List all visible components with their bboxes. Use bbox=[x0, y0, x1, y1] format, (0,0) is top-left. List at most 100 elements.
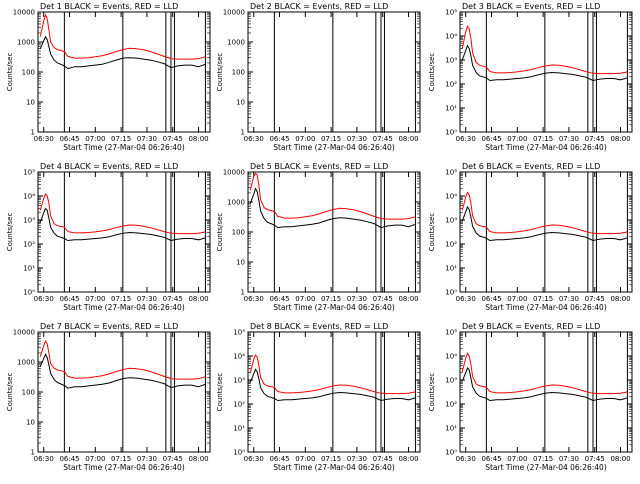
x-axis-label: Start Time (27-Mar-04 06:26:40) bbox=[485, 143, 607, 152]
x-tick-label: 07:30 bbox=[559, 295, 579, 303]
x-tick-label: 07:30 bbox=[559, 455, 579, 463]
x-axis-label: Start Time (27-Mar-04 06:26:40) bbox=[485, 463, 607, 472]
y-tick-label: 10⁵ bbox=[445, 169, 457, 177]
y-tick-label: 1000 bbox=[17, 39, 35, 47]
panel-title: Det 6 BLACK = Events, RED = LLD bbox=[462, 162, 600, 171]
x-tick-label: 08:00 bbox=[188, 295, 208, 303]
plot-frame bbox=[459, 11, 633, 133]
x-tick-label: 07:00 bbox=[507, 135, 527, 143]
x-tick-label: 08:00 bbox=[610, 295, 630, 303]
panel-title: Det 1 BLACK = Events, RED = LLD bbox=[40, 2, 178, 11]
x-tick-label: 07:15 bbox=[533, 295, 553, 303]
x-tick-label: 08:00 bbox=[398, 455, 418, 463]
x-tick-label: 08:00 bbox=[398, 295, 418, 303]
detector-panel-7: Det 7 BLACK = Events, RED = LLD 1 10 100 100… bbox=[6, 322, 211, 472]
panel-title: Det 4 BLACK = Events, RED = LLD bbox=[40, 162, 178, 171]
detector-panel-5: Det 5 BLACK = Events, RED = LLD 1 10 100 100… bbox=[216, 162, 421, 312]
x-tick-label: 06:30 bbox=[456, 295, 476, 303]
x-tick-label: 07:30 bbox=[347, 135, 367, 143]
detector-panel-3: Det 3 BLACK = Events, RED = LLD 10⁰ 10¹ 10²… bbox=[428, 2, 633, 152]
series-line-events bbox=[461, 366, 628, 402]
x-tick-label: 07:15 bbox=[111, 135, 131, 143]
y-tick-label: 100 bbox=[22, 69, 35, 77]
x-axis-label: Start Time (27-Mar-04 06:26:40) bbox=[63, 303, 185, 312]
y-tick-label: 10⁵ bbox=[445, 329, 457, 337]
y-tick-label: 10¹ bbox=[445, 425, 457, 433]
series-line-lld bbox=[461, 352, 628, 395]
x-tick-label: 06:30 bbox=[244, 135, 264, 143]
x-tick-label: 07:00 bbox=[85, 295, 105, 303]
y-tick-label: 10³ bbox=[445, 57, 457, 65]
y-tick-label: 10² bbox=[233, 401, 245, 409]
y-axis-label: Counts/sec bbox=[216, 53, 224, 92]
y-tick-label: 10000 bbox=[13, 9, 35, 17]
y-tick-label: 1 bbox=[31, 449, 35, 457]
y-tick-label: 10² bbox=[445, 241, 457, 249]
y-tick-label: 10³ bbox=[233, 377, 245, 385]
x-tick-label: 07:30 bbox=[137, 455, 157, 463]
y-tick-label: 100 bbox=[232, 229, 245, 237]
y-tick-label: 10¹ bbox=[445, 105, 457, 113]
x-tick-label: 06:30 bbox=[244, 455, 264, 463]
plot-frame bbox=[247, 11, 421, 133]
panel-title: Det 7 BLACK = Events, RED = LLD bbox=[40, 322, 178, 331]
x-tick-label: 07:15 bbox=[321, 295, 341, 303]
x-tick-label: 07:00 bbox=[85, 455, 105, 463]
x-tick-label: 07:45 bbox=[373, 135, 393, 143]
x-tick-label: 06:45 bbox=[269, 295, 289, 303]
x-tick-label: 07:15 bbox=[533, 455, 553, 463]
plot-frame bbox=[247, 171, 421, 293]
x-tick-label: 06:45 bbox=[269, 455, 289, 463]
y-tick-label: 10⁴ bbox=[445, 33, 457, 41]
x-axis-label: Start Time (27-Mar-04 06:26:40) bbox=[273, 303, 395, 312]
series-line-events bbox=[249, 187, 416, 229]
detector-panel-9: Det 9 BLACK = Events, RED = LLD 10⁰ 10¹ 10²… bbox=[428, 322, 633, 472]
x-tick-label: 06:45 bbox=[269, 135, 289, 143]
x-tick-label: 06:30 bbox=[244, 295, 264, 303]
x-axis-label: Start Time (27-Mar-04 06:26:40) bbox=[63, 463, 185, 472]
y-tick-label: 10⁴ bbox=[23, 193, 35, 201]
y-tick-label: 1000 bbox=[227, 39, 245, 47]
x-axis-label: Start Time (27-Mar-04 06:26:40) bbox=[63, 143, 185, 152]
y-tick-label: 10² bbox=[23, 241, 35, 249]
x-tick-label: 06:30 bbox=[34, 455, 54, 463]
series-line-lld bbox=[39, 339, 206, 380]
y-tick-label: 10⁴ bbox=[445, 193, 457, 201]
x-tick-label: 07:45 bbox=[373, 295, 393, 303]
x-axis-label: Start Time (27-Mar-04 06:26:40) bbox=[485, 303, 607, 312]
plot-frame bbox=[37, 171, 211, 293]
plot-frame bbox=[459, 331, 633, 453]
series-line-lld bbox=[461, 25, 628, 75]
x-tick-label: 07:45 bbox=[585, 135, 605, 143]
y-tick-label: 1 bbox=[31, 129, 35, 137]
plot-frame bbox=[37, 11, 211, 133]
x-tick-label: 06:45 bbox=[59, 455, 79, 463]
x-tick-label: 06:30 bbox=[456, 135, 476, 143]
x-axis-label: Start Time (27-Mar-04 06:26:40) bbox=[273, 143, 395, 152]
x-tick-label: 08:00 bbox=[188, 455, 208, 463]
panel-title: Det 5 BLACK = Events, RED = LLD bbox=[250, 162, 388, 171]
x-axis-label: Start Time (27-Mar-04 06:26:40) bbox=[273, 463, 395, 472]
y-tick-label: 10 bbox=[26, 99, 35, 107]
y-axis-label: Counts/sec bbox=[216, 213, 224, 252]
x-tick-label: 07:00 bbox=[507, 455, 527, 463]
x-tick-label: 07:45 bbox=[163, 295, 183, 303]
series-line-lld bbox=[249, 172, 416, 220]
y-tick-label: 10000 bbox=[223, 169, 245, 177]
x-tick-label: 07:30 bbox=[137, 135, 157, 143]
y-tick-label: 1 bbox=[241, 289, 245, 297]
panel-title: Det 9 BLACK = Events, RED = LLD bbox=[462, 322, 600, 331]
x-tick-label: 07:45 bbox=[163, 135, 183, 143]
x-tick-label: 08:00 bbox=[188, 135, 208, 143]
y-tick-label: 10³ bbox=[445, 377, 457, 385]
y-tick-label: 10⁴ bbox=[233, 353, 245, 361]
y-axis-label: Counts/sec bbox=[6, 53, 14, 92]
plot-frame bbox=[459, 171, 633, 293]
x-tick-label: 07:00 bbox=[295, 455, 315, 463]
y-tick-label: 10¹ bbox=[233, 425, 245, 433]
x-tick-label: 07:30 bbox=[559, 135, 579, 143]
x-tick-label: 07:45 bbox=[373, 455, 393, 463]
y-axis-label: Counts/sec bbox=[216, 373, 224, 412]
y-tick-label: 10⁵ bbox=[233, 329, 245, 337]
